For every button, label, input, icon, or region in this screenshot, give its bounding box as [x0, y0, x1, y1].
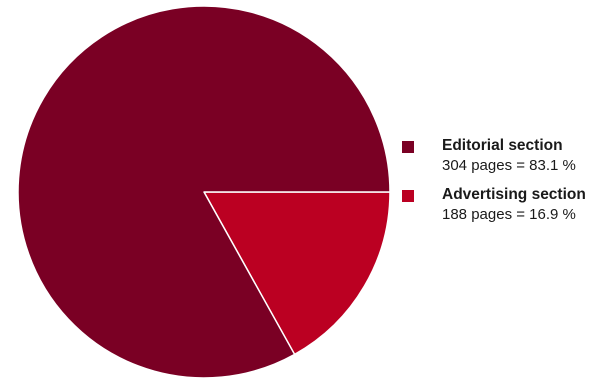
legend-value-editorial: 304 pages = 83.1 %	[442, 157, 576, 174]
pie-slice-editorial-section	[17, 5, 391, 379]
legend-item-advertising: Advertising section 188 pages = 16.9 %	[402, 185, 586, 224]
legend-item-editorial: Editorial section 304 pages = 83.1 %	[402, 136, 586, 175]
legend: Editorial section 304 pages = 83.1 % Adv…	[402, 136, 586, 234]
pie-slice-advertising-section	[203, 191, 391, 356]
legend-label-advertising: Advertising section	[442, 186, 586, 203]
legend-value-advertising: 188 pages = 16.9 %	[442, 206, 576, 223]
legend-swatch-editorial	[402, 141, 414, 153]
legend-label-editorial: Editorial section	[442, 137, 563, 154]
legend-swatch-advertising	[402, 190, 414, 202]
